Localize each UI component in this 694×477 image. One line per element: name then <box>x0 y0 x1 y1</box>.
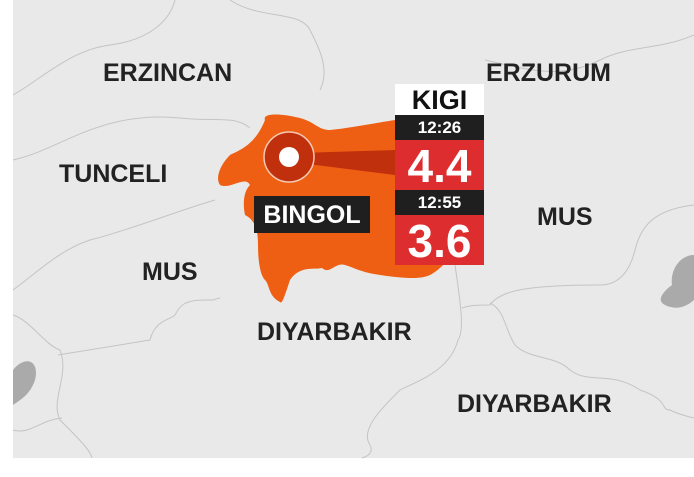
lake-shape <box>13 361 36 405</box>
region-label-diyarbakir-south: DIYARBAKIR <box>457 390 612 418</box>
epicenter-marker-icon[interactable] <box>263 131 315 183</box>
province-borders <box>12 0 694 459</box>
epicenter-pointer <box>300 150 395 175</box>
region-label-erzincan: ERZINCAN <box>103 59 233 87</box>
region-label-tunceli: TUNCELI <box>59 160 168 188</box>
quake-magnitude-2: 3.6 <box>395 215 484 267</box>
region-label-erzurum: ERZURUM <box>486 59 611 87</box>
province-label-bingol: BINGOL <box>254 196 370 233</box>
quake-time-2: 12:55 <box>395 190 484 215</box>
location-label: KIGI <box>395 84 484 115</box>
quake-time-1: 12:26 <box>395 115 484 140</box>
quake-magnitude-1: 4.4 <box>395 140 484 192</box>
region-label-diyarbakir: DIYARBAKIR <box>257 318 412 346</box>
lake-shape <box>660 255 694 308</box>
region-label-mus: MUS <box>142 258 198 286</box>
region-label-mus-east: MUS <box>537 203 593 231</box>
